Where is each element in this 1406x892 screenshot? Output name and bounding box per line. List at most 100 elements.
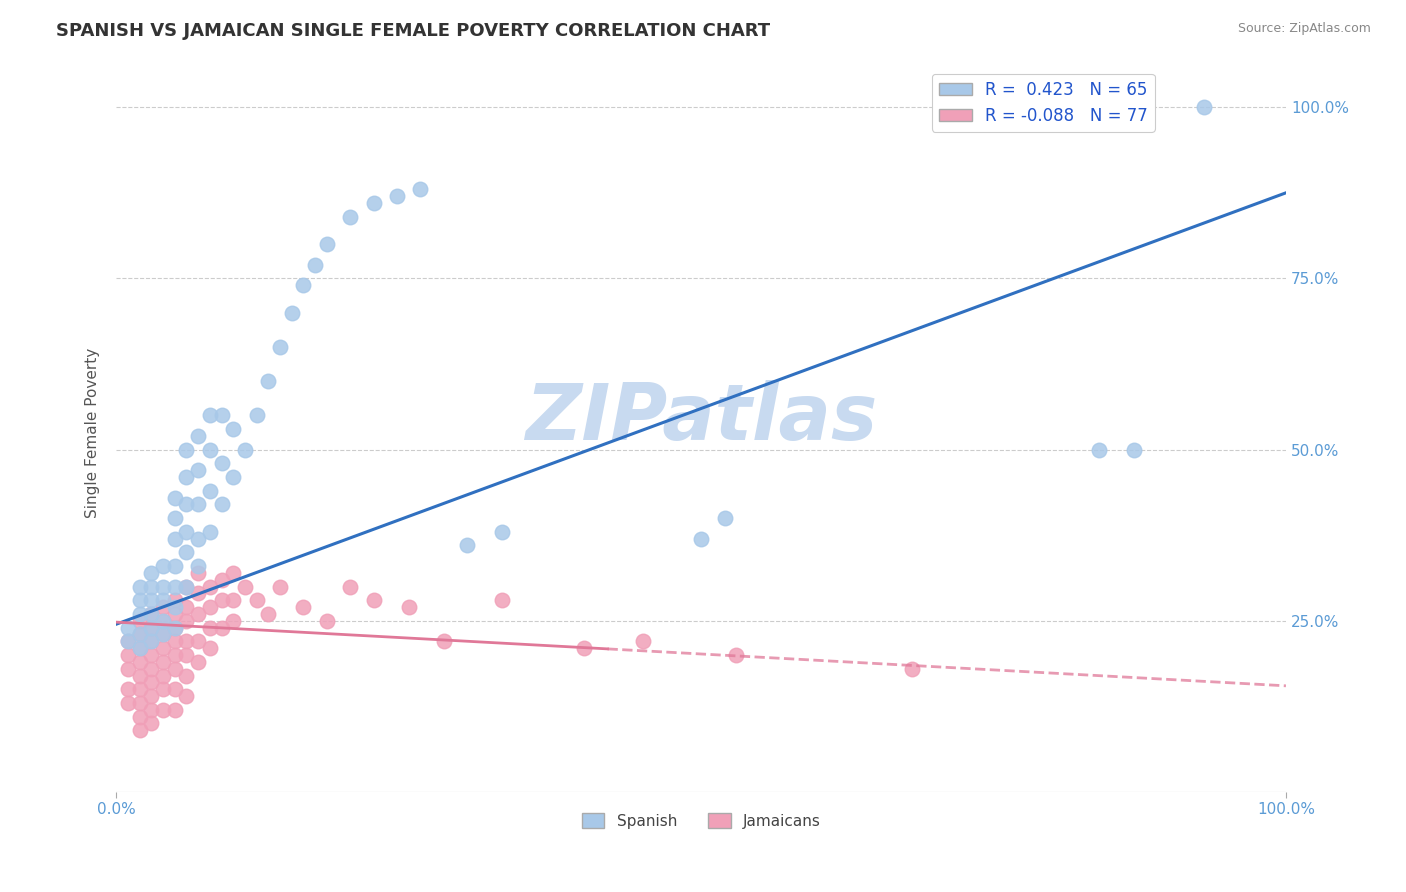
- Point: [315, 614, 337, 628]
- Point: [176, 524, 198, 539]
- Point: [187, 607, 209, 621]
- Point: [163, 682, 186, 697]
- Point: [187, 463, 209, 477]
- Point: [152, 627, 174, 641]
- Point: [141, 593, 163, 607]
- Point: [246, 409, 269, 423]
- Point: [128, 655, 150, 669]
- Text: Source: ZipAtlas.com: Source: ZipAtlas.com: [1237, 22, 1371, 36]
- Point: [292, 600, 315, 615]
- Point: [900, 662, 922, 676]
- Legend: Spanish, Jamaicans: Spanish, Jamaicans: [575, 806, 827, 835]
- Point: [141, 703, 163, 717]
- Point: [128, 614, 150, 628]
- Point: [690, 532, 713, 546]
- Point: [187, 559, 209, 574]
- Point: [176, 614, 198, 628]
- Point: [198, 641, 221, 656]
- Point: [152, 655, 174, 669]
- Point: [128, 580, 150, 594]
- Point: [222, 614, 245, 628]
- Point: [163, 621, 186, 635]
- Point: [141, 689, 163, 703]
- Point: [176, 634, 198, 648]
- Point: [233, 580, 256, 594]
- Point: [198, 483, 221, 498]
- Point: [117, 648, 139, 662]
- Point: [363, 196, 385, 211]
- Point: [315, 237, 337, 252]
- Point: [398, 600, 420, 615]
- Point: [211, 409, 233, 423]
- Point: [725, 648, 748, 662]
- Point: [128, 723, 150, 738]
- Point: [176, 689, 198, 703]
- Point: [152, 641, 174, 656]
- Point: [304, 258, 326, 272]
- Point: [187, 566, 209, 580]
- Point: [141, 648, 163, 662]
- Point: [269, 340, 291, 354]
- Point: [292, 278, 315, 293]
- Point: [152, 600, 174, 615]
- Point: [339, 210, 361, 224]
- Point: [631, 634, 654, 648]
- Point: [163, 703, 186, 717]
- Point: [152, 559, 174, 574]
- Point: [117, 621, 139, 635]
- Text: ZIPatlas: ZIPatlas: [524, 380, 877, 456]
- Point: [141, 634, 163, 648]
- Y-axis label: Single Female Poverty: Single Female Poverty: [86, 347, 100, 517]
- Point: [141, 621, 163, 635]
- Point: [198, 580, 221, 594]
- Point: [198, 621, 221, 635]
- Point: [176, 600, 198, 615]
- Point: [280, 305, 302, 319]
- Point: [163, 600, 186, 615]
- Point: [257, 607, 280, 621]
- Point: [128, 696, 150, 710]
- Point: [152, 668, 174, 682]
- Point: [363, 593, 385, 607]
- Point: [163, 559, 186, 574]
- Point: [187, 429, 209, 443]
- Point: [176, 497, 198, 511]
- Point: [141, 621, 163, 635]
- Point: [163, 634, 186, 648]
- Point: [176, 580, 198, 594]
- Point: [117, 682, 139, 697]
- Point: [1192, 100, 1215, 114]
- Point: [117, 634, 139, 648]
- Point: [176, 442, 198, 457]
- Point: [152, 580, 174, 594]
- Point: [141, 662, 163, 676]
- Point: [257, 374, 280, 388]
- Point: [198, 442, 221, 457]
- Point: [163, 607, 186, 621]
- Point: [211, 497, 233, 511]
- Point: [152, 614, 174, 628]
- Point: [128, 593, 150, 607]
- Point: [491, 593, 513, 607]
- Point: [198, 409, 221, 423]
- Point: [1122, 442, 1144, 457]
- Point: [572, 641, 595, 656]
- Point: [339, 580, 361, 594]
- Point: [222, 593, 245, 607]
- Point: [211, 593, 233, 607]
- Point: [433, 634, 456, 648]
- Point: [163, 491, 186, 505]
- Point: [491, 524, 513, 539]
- Point: [152, 703, 174, 717]
- Point: [128, 627, 150, 641]
- Point: [713, 511, 735, 525]
- Point: [128, 627, 150, 641]
- Point: [141, 716, 163, 731]
- Point: [128, 709, 150, 723]
- Point: [163, 648, 186, 662]
- Point: [233, 442, 256, 457]
- Point: [128, 641, 150, 656]
- Point: [222, 470, 245, 484]
- Point: [141, 675, 163, 690]
- Point: [187, 497, 209, 511]
